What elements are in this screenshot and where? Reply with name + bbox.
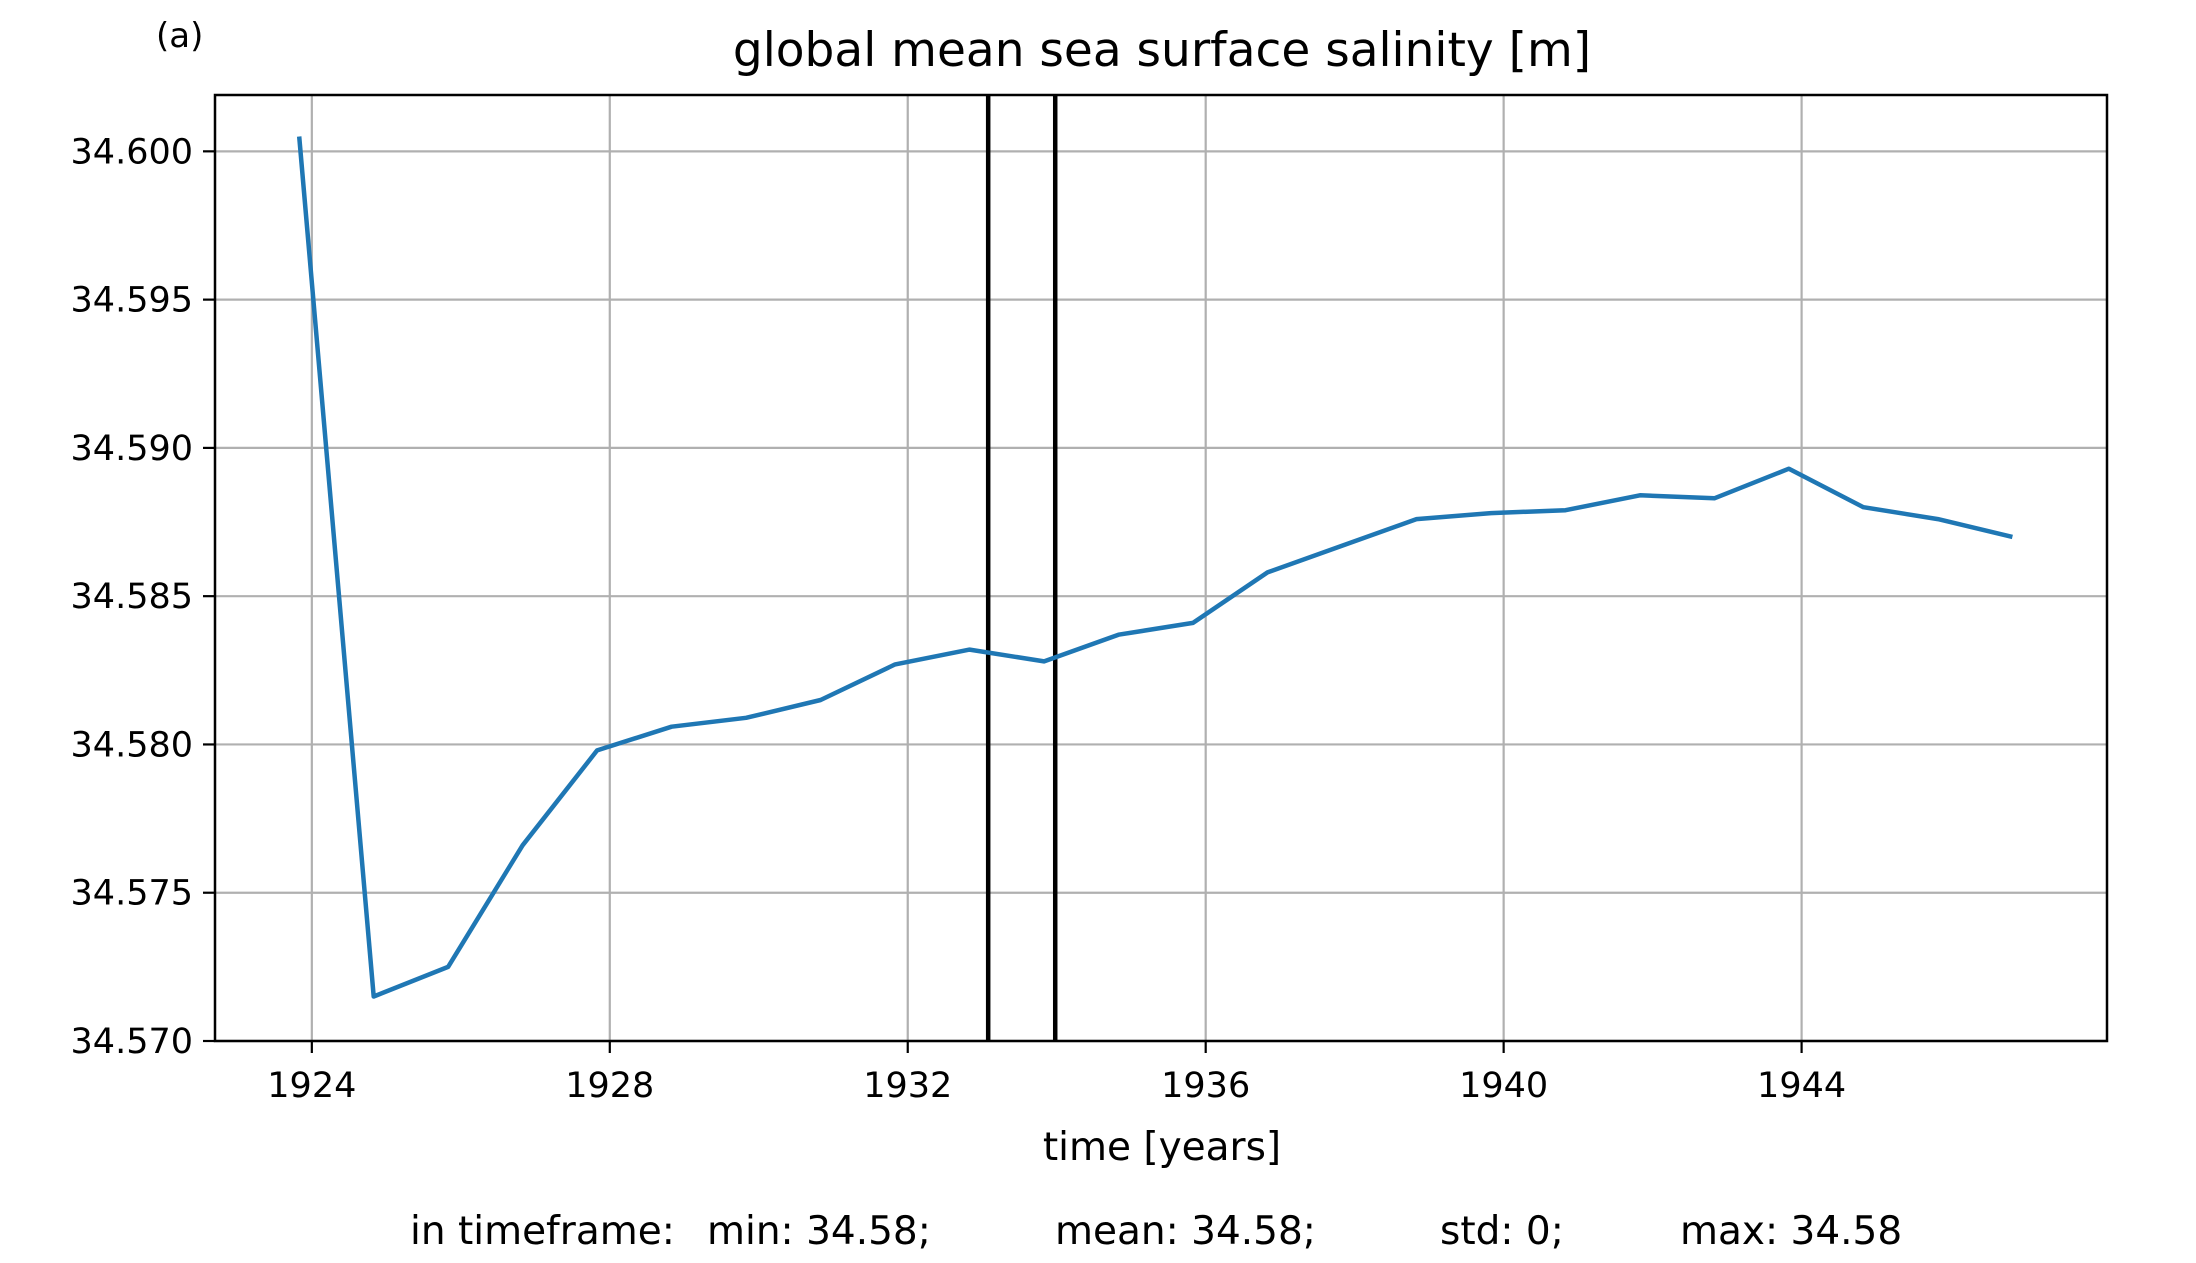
chart-title: global mean sea surface salinity [m] bbox=[733, 23, 1591, 78]
x-tick-label: 1928 bbox=[565, 1066, 654, 1106]
x-tick-label: 1924 bbox=[267, 1066, 356, 1106]
stats-min: min: 34.58; bbox=[707, 1209, 931, 1254]
y-tick-label: 34.575 bbox=[71, 874, 193, 914]
y-tick-label: 34.585 bbox=[71, 577, 193, 617]
y-tick-label: 34.590 bbox=[71, 429, 193, 469]
timeframe-markers bbox=[985, 95, 1058, 1041]
timeframe-stats: in timeframe: min: 34.58; mean: 34.58; s… bbox=[410, 1209, 1902, 1254]
stats-prefix: in timeframe: bbox=[410, 1209, 675, 1254]
y-tick-label: 34.595 bbox=[71, 281, 193, 321]
y-axis-ticks: 34.570 34.575 34.580 34.585 34.590 34.595 34.6… bbox=[71, 132, 215, 1062]
x-tick-label: 1944 bbox=[1757, 1066, 1846, 1106]
series-line bbox=[296, 136, 2013, 999]
x-tick-label: 1932 bbox=[863, 1066, 952, 1106]
x-tick-label: 1936 bbox=[1161, 1066, 1250, 1106]
panel-label: (a) bbox=[156, 16, 203, 56]
x-axis-ticks: 1924 1928 1932 1936 1940 1944 bbox=[267, 1041, 1846, 1106]
y-tick-label: 34.570 bbox=[71, 1022, 193, 1062]
x-tick-label: 1940 bbox=[1459, 1066, 1548, 1106]
stats-std: std: 0; bbox=[1440, 1209, 1564, 1254]
plot-frame bbox=[213, 93, 2109, 1043]
y-tick-label: 34.600 bbox=[71, 132, 193, 172]
y-tick-label: 34.580 bbox=[71, 725, 193, 765]
x-axis-label: time [years] bbox=[1043, 1125, 1281, 1170]
stats-max: max: 34.58 bbox=[1680, 1209, 1902, 1254]
stats-mean: mean: 34.58; bbox=[1055, 1209, 1316, 1254]
